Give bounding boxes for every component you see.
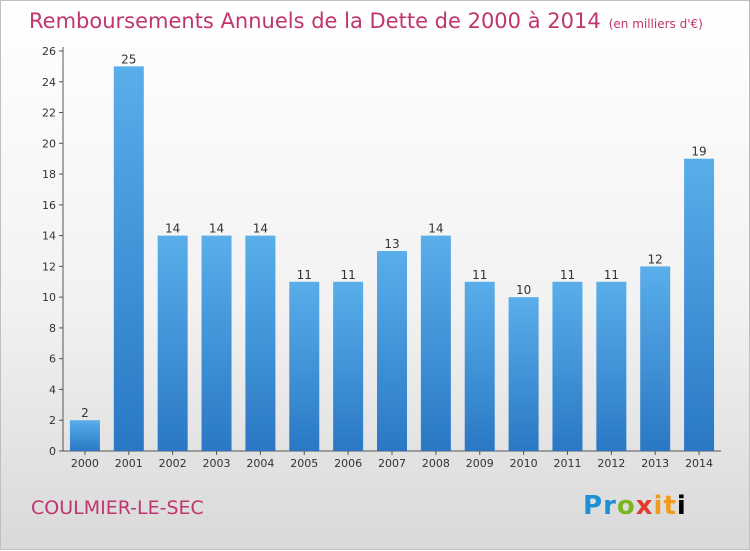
x-tick-label: 2012 [597, 457, 625, 470]
bar [201, 235, 232, 451]
bar-value-label: 19 [691, 145, 706, 159]
y-tick-label: 14 [42, 230, 56, 243]
bar-value-label: 10 [516, 283, 531, 297]
bar [113, 66, 144, 451]
proxiti-logo: Proxiti [583, 491, 687, 521]
y-tick-label: 2 [49, 414, 56, 427]
x-tick-label: 2014 [685, 457, 713, 470]
bar-value-label: 11 [560, 268, 575, 282]
bar [464, 281, 495, 451]
bar [333, 281, 364, 451]
bar-value-label: 11 [297, 268, 312, 282]
bar-value-label: 14 [209, 222, 224, 236]
y-tick-label: 4 [49, 383, 56, 396]
x-tick-label: 2001 [115, 457, 143, 470]
x-tick-label: 2002 [159, 457, 187, 470]
bar-value-label: 11 [472, 268, 487, 282]
chart-title: Remboursements Annuels de la Dette de 20… [29, 9, 703, 33]
bar [69, 420, 100, 451]
bar-value-label: 2 [81, 406, 89, 420]
x-tick-label: 2013 [641, 457, 669, 470]
x-tick-label: 2003 [203, 457, 231, 470]
bar [377, 251, 407, 451]
y-tick-label: 8 [49, 322, 56, 335]
x-tick-label: 2004 [246, 457, 274, 470]
bar [420, 235, 451, 451]
y-tick-label: 10 [42, 291, 56, 304]
city-name: COULMIER-LE-SEC [31, 497, 204, 519]
y-tick-label: 16 [42, 199, 56, 212]
x-tick-label: 2007 [378, 457, 406, 470]
bar-value-label: 25 [121, 52, 136, 66]
bar-value-label: 12 [648, 252, 663, 266]
bar [289, 281, 320, 451]
chart-unit: (en milliers d'€) [608, 17, 703, 31]
bar-value-label: 14 [428, 222, 443, 236]
bar-value-label: 14 [253, 222, 268, 236]
y-tick-label: 26 [42, 45, 56, 58]
bar [684, 158, 715, 451]
x-tick-label: 2006 [334, 457, 362, 470]
y-tick-label: 20 [42, 137, 56, 150]
chart-title-text: Remboursements Annuels de la Dette de 20… [29, 9, 601, 33]
bar [596, 281, 627, 451]
x-tick-label: 2008 [422, 457, 450, 470]
bar-value-label: 14 [165, 222, 180, 236]
bar [508, 297, 539, 451]
bar [640, 266, 671, 451]
y-tick-label: 12 [42, 260, 56, 273]
x-tick-label: 2009 [466, 457, 494, 470]
y-tick-label: 6 [49, 353, 56, 366]
y-tick-label: 0 [49, 445, 56, 458]
y-tick-label: 22 [42, 107, 56, 120]
x-tick-label: 2011 [553, 457, 581, 470]
bar-value-label: 11 [604, 268, 619, 282]
y-tick-label: 18 [42, 168, 56, 181]
bar-value-label: 13 [384, 237, 399, 251]
x-tick-label: 2005 [290, 457, 318, 470]
y-tick-label: 24 [42, 76, 56, 89]
bar [245, 235, 276, 451]
bar [157, 235, 188, 451]
x-tick-label: 2010 [510, 457, 538, 470]
x-tick-label: 2000 [71, 457, 99, 470]
bar-value-label: 11 [340, 268, 355, 282]
bar [552, 281, 583, 451]
